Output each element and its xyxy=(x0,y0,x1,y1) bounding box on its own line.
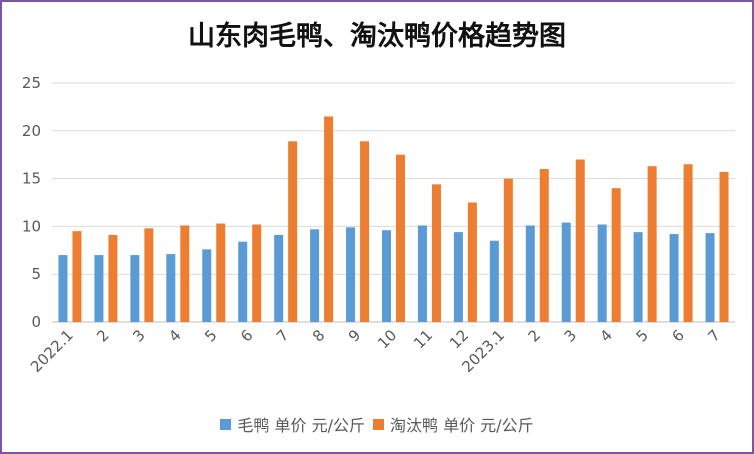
bar-culled-duck xyxy=(180,225,190,322)
bar-duck xyxy=(274,235,284,322)
bar-duck xyxy=(310,229,320,322)
x-tick-label: 6 xyxy=(668,326,687,345)
x-tick-label: 11 xyxy=(410,326,436,352)
y-tick-label: 20 xyxy=(22,122,41,140)
x-tick-label: 4 xyxy=(165,326,184,345)
bar-culled-duck xyxy=(647,166,657,322)
y-tick-label: 5 xyxy=(31,265,41,283)
bar-duck xyxy=(597,224,607,322)
bar-duck xyxy=(705,233,715,322)
bar-culled-duck xyxy=(539,169,549,322)
bar-duck xyxy=(633,232,643,322)
x-tick-label: 5 xyxy=(632,326,651,345)
y-tick-label: 0 xyxy=(31,313,41,331)
bar-duck xyxy=(346,227,356,322)
x-tick-label: 3 xyxy=(561,326,580,345)
bar-duck xyxy=(130,255,140,322)
bar-culled-duck xyxy=(683,164,693,322)
bar-duck xyxy=(525,225,535,322)
bar-culled-duck xyxy=(360,141,370,322)
bar-culled-duck xyxy=(288,141,298,322)
bar-culled-duck xyxy=(216,223,226,322)
bar-duck xyxy=(417,225,427,322)
x-tick-label: 2 xyxy=(525,326,544,345)
bar-culled-duck xyxy=(467,202,477,322)
x-tick-label: 5 xyxy=(201,326,220,345)
x-tick-label: 9 xyxy=(345,326,364,345)
bar-culled-duck xyxy=(611,188,621,322)
legend-item-duck: 毛鸭 单价 元/公斤 xyxy=(220,412,365,436)
x-tick-label: 4 xyxy=(597,326,616,345)
bar-culled-duck xyxy=(252,224,262,322)
bar-duck xyxy=(202,249,212,322)
legend-swatch-duck xyxy=(220,418,232,430)
x-tick-label: 3 xyxy=(129,326,148,345)
bar-culled-duck xyxy=(72,231,82,322)
chart-legend: 毛鸭 单价 元/公斤 淘汰鸭 单价 元/公斤 xyxy=(2,412,752,436)
legend-swatch-culled-duck xyxy=(373,418,384,430)
x-tick-label: 7 xyxy=(273,326,292,345)
bar-duck xyxy=(561,222,571,322)
x-tick-label: 2022.1 xyxy=(27,326,77,376)
bar-culled-duck xyxy=(719,171,729,322)
x-tick-label: 6 xyxy=(237,326,256,345)
bar-duck xyxy=(166,254,176,322)
legend-label-duck: 毛鸭 单价 元/公斤 xyxy=(237,416,365,435)
legend-item-culled-duck: 淘汰鸭 单价 元/公斤 xyxy=(373,412,534,436)
bar-culled-duck xyxy=(324,116,334,323)
bar-culled-duck xyxy=(144,228,154,322)
y-tick-label: 25 xyxy=(22,74,41,92)
bar-duck xyxy=(94,255,104,322)
y-tick-label: 15 xyxy=(22,170,41,188)
bar-culled-duck xyxy=(431,184,441,322)
bar-duck xyxy=(382,230,391,322)
bar-culled-duck xyxy=(108,235,118,322)
chart-title: 山东肉毛鸭、淘汰鸭价格趋势图 xyxy=(188,21,566,52)
legend-label-culled-duck: 淘汰鸭 单价 元/公斤 xyxy=(390,416,534,435)
bar-duck xyxy=(489,240,499,322)
x-tick-label: 12 xyxy=(446,326,472,352)
x-tick-label: 2 xyxy=(93,326,112,345)
bar-culled-duck xyxy=(396,154,405,322)
bar-duck xyxy=(453,232,463,322)
bar-duck xyxy=(58,255,68,322)
y-tick-label: 10 xyxy=(22,217,41,235)
x-tick-label: 8 xyxy=(309,326,328,345)
bar-duck xyxy=(669,234,679,322)
bar-culled-duck xyxy=(575,159,585,322)
x-tick-label: 7 xyxy=(704,326,723,345)
x-tick-label: 10 xyxy=(374,326,400,352)
bar-culled-duck xyxy=(503,178,513,322)
bar-duck xyxy=(238,241,248,322)
